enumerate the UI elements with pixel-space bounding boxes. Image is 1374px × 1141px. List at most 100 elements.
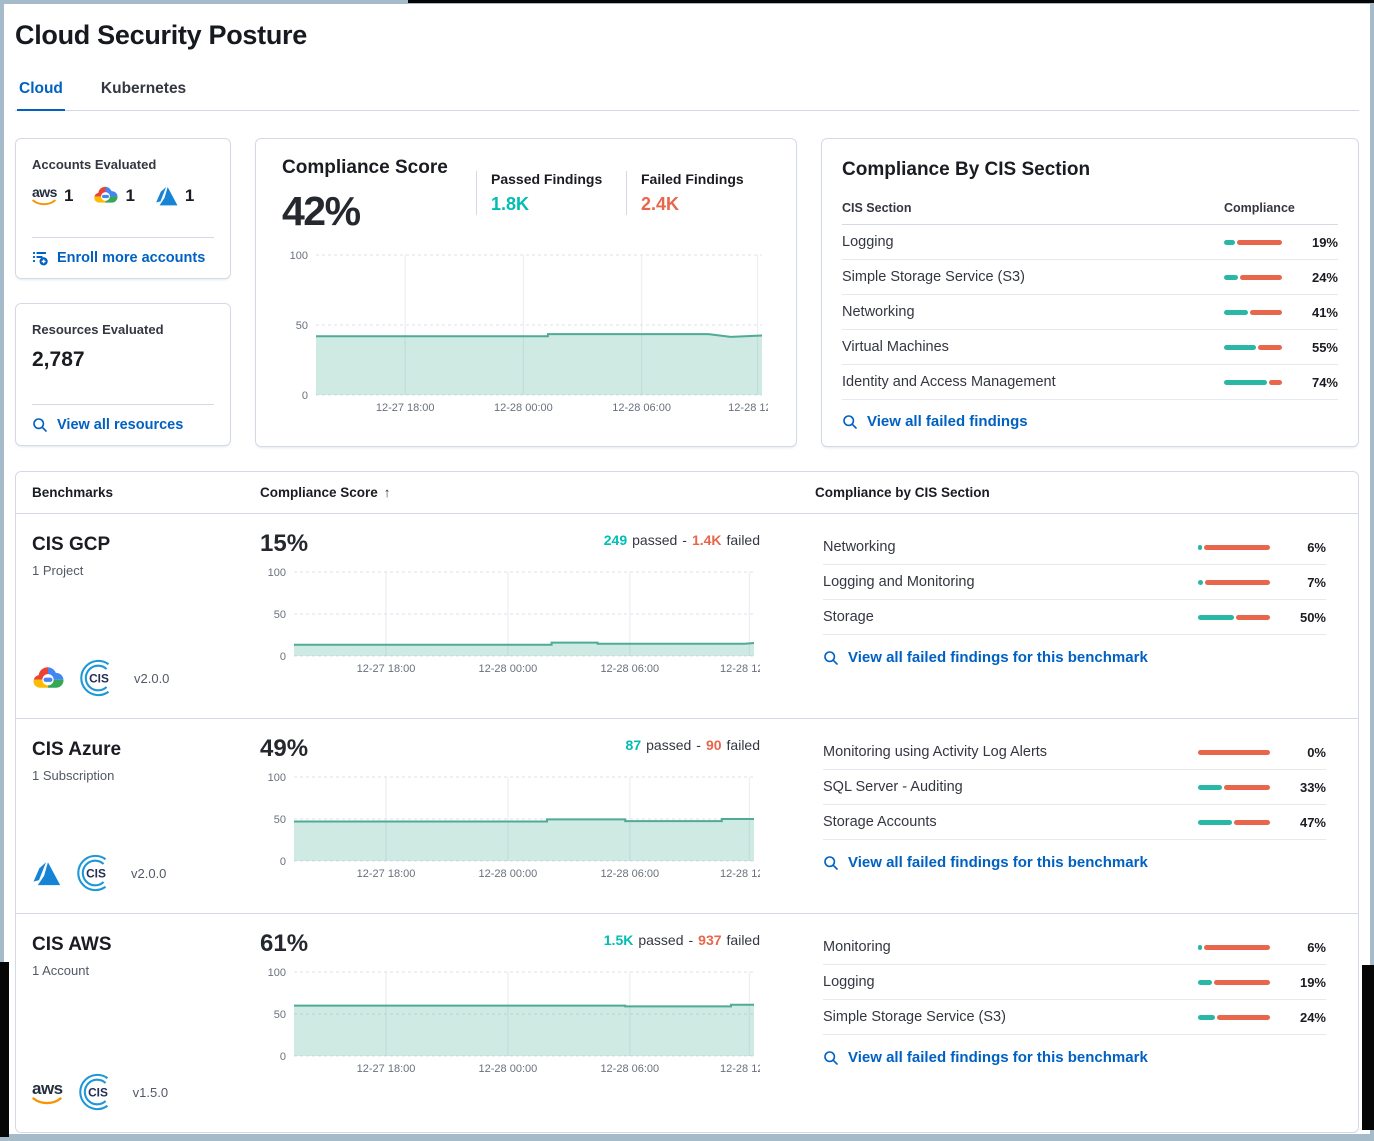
passed-findings: Passed Findings 1.8K <box>476 171 626 215</box>
section-row: Storage Accounts 47% <box>823 805 1326 840</box>
col-compliance-by-cis-section: Compliance by CIS Section <box>815 485 990 500</box>
benchmark-trend-chart: 0 50 100 12-27 18:00 12-28 00:00 12-28 06:00 1… <box>260 771 779 881</box>
resources-count: 2,787 <box>32 348 85 371</box>
accounts-evaluated-card: Accounts Evaluated aws 1 1 1 <box>15 138 231 279</box>
compliance-score-value: 42% <box>282 188 361 234</box>
findings-summary: Passed Findings 1.8K Failed Findings 2.4… <box>476 171 776 215</box>
magnifier-icon <box>824 1050 838 1065</box>
benchmark-row-cis-azure: CIS Azure 1 Subscription CIS v2.0.0 49% … <box>16 719 1358 914</box>
svg-text:CIS: CIS <box>89 671 109 685</box>
view-failed-findings-benchmark-link[interactable]: View all failed findings for this benchm… <box>823 840 1326 871</box>
benchmark-version: v1.5.0 <box>132 1084 169 1100</box>
svg-text:0: 0 <box>280 1051 286 1063</box>
benchmark-trend-chart: 0 50 100 12-27 18:00 12-28 00:00 12-28 06:00 1… <box>260 966 779 1076</box>
cis-table-header: CIS Section Compliance <box>842 181 1338 225</box>
magnifier-icon <box>824 855 838 870</box>
svg-text:50: 50 <box>296 320 308 332</box>
svg-text:0: 0 <box>302 390 308 402</box>
compliance-bar <box>1224 309 1282 315</box>
benchmark-name: CIS GCP <box>32 534 111 555</box>
section-row: Storage 50% <box>823 600 1326 635</box>
azure-icon <box>156 186 178 205</box>
view-all-resources-link[interactable]: View all resources <box>32 405 214 433</box>
benchmark-score: 15% <box>260 530 309 557</box>
gcp-icon <box>33 666 64 688</box>
gcp-icon <box>94 186 119 203</box>
resources-evaluated-card: Resources Evaluated 2,787 View all resou… <box>15 303 231 446</box>
benchmark-version: v2.0.0 <box>134 670 170 686</box>
svg-text:12-28 00:00: 12-28 00:00 <box>479 1063 538 1075</box>
compliance-by-cis-section-card: Compliance By CIS Section CIS Section Co… <box>821 138 1359 447</box>
black-edge-right <box>1362 965 1374 1130</box>
benchmarks-table-header: Benchmarks Compliance Score ↑ Compliance … <box>16 472 1358 514</box>
benchmarks-panel: Benchmarks Compliance Score ↑ Compliance … <box>15 471 1359 1133</box>
benchmark-name: CIS Azure <box>32 739 122 760</box>
svg-text:0: 0 <box>280 856 286 868</box>
gcp-account-count: 1 <box>93 185 135 206</box>
passed-findings-value: 1.8K <box>491 194 530 214</box>
section-row: Monitoring using Activity Log Alerts 0% <box>823 735 1326 770</box>
compliance-bar <box>1198 944 1270 950</box>
tab-bar: Cloud Kubernetes <box>15 71 1359 111</box>
aws-account-count: aws 1 <box>32 184 74 206</box>
accounts-evaluated-title: Accounts Evaluated <box>32 157 157 172</box>
benchmark-score: 49% <box>260 735 309 762</box>
svg-text:12-28 06:00: 12-28 06:00 <box>600 1063 659 1075</box>
compliance-bar <box>1198 749 1270 755</box>
summary-left-column: Accounts Evaluated aws 1 1 1 <box>15 138 231 447</box>
col-compliance-score-sortable[interactable]: Compliance Score ↑ <box>260 485 391 500</box>
compliance-bar <box>1198 784 1270 790</box>
page-title: Cloud Security Posture <box>15 20 307 50</box>
benchmark-score: 61% <box>260 930 309 957</box>
svg-text:12-27 18:00: 12-27 18:00 <box>357 868 416 880</box>
black-edge-left <box>0 962 9 1137</box>
view-failed-findings-benchmark-link[interactable]: View all failed findings for this benchm… <box>823 635 1326 666</box>
section-row: Networking 6% <box>823 530 1326 565</box>
magnifier-icon <box>33 418 47 432</box>
azure-icon <box>33 861 61 885</box>
cis-row-iam: Identity and Access Management 74% <box>842 365 1338 400</box>
compliance-bar <box>1198 579 1270 585</box>
col-compliance: Compliance <box>1224 201 1295 215</box>
benchmark-icons: CIS v2.0.0 <box>32 853 260 893</box>
benchmark-name: CIS AWS <box>32 934 112 955</box>
svg-text:CIS: CIS <box>86 866 106 880</box>
svg-text:CIS: CIS <box>88 1085 108 1099</box>
compliance-bar <box>1198 819 1270 825</box>
cis-section-card-title: Compliance By CIS Section <box>842 159 1091 180</box>
cis-logo-icon: CIS <box>77 854 107 892</box>
compliance-bar <box>1198 979 1270 985</box>
svg-text:12-28 00:00: 12-28 00:00 <box>479 663 538 675</box>
aws-icon: aws <box>32 1080 63 1105</box>
aws-icon: aws <box>32 185 57 206</box>
cis-row-networking: Networking 41% <box>842 295 1338 330</box>
cis-row-virtual-machines: Virtual Machines 55% <box>842 330 1338 365</box>
section-row: SQL Server - Auditing 33% <box>823 770 1326 805</box>
view-all-failed-findings-link[interactable]: View all failed findings <box>842 400 1338 430</box>
cis-logo-icon: CIS <box>78 1073 108 1111</box>
compliance-bar <box>1198 544 1270 550</box>
compliance-bar <box>1198 614 1270 620</box>
svg-text:100: 100 <box>290 250 308 262</box>
svg-text:12-28 00:00: 12-28 00:00 <box>479 868 538 880</box>
benchmark-passed-failed: 249 passed - 1.4K failed <box>603 532 760 548</box>
svg-text:12-27 18:00: 12-27 18:00 <box>357 663 416 675</box>
svg-text:50: 50 <box>274 609 286 621</box>
svg-text:50: 50 <box>274 814 286 826</box>
tab-kubernetes[interactable]: Kubernetes <box>100 80 187 97</box>
col-benchmarks: Benchmarks <box>32 485 114 500</box>
card-divider <box>32 237 214 238</box>
tab-cloud[interactable]: Cloud <box>17 71 65 111</box>
svg-text:100: 100 <box>268 967 286 979</box>
section-row: Logging 19% <box>823 965 1326 1000</box>
magnifier-icon <box>824 650 838 665</box>
section-row: Simple Storage Service (S3) 24% <box>823 1000 1326 1035</box>
azure-account-count: 1 <box>155 186 194 206</box>
cis-row-s3: Simple Storage Service (S3) 24% <box>842 260 1338 295</box>
enroll-more-accounts-link[interactable]: Enroll more accounts <box>32 238 214 266</box>
svg-text:12-28 00:00: 12-28 00:00 <box>494 402 553 414</box>
benchmark-row-cis-gcp: CIS GCP 1 Project CIS v2.0.0 15% 249 pas… <box>16 514 1358 719</box>
svg-text:12-28 12:00: 12-28 12:00 <box>720 663 760 675</box>
provider-counts: aws 1 1 1 <box>32 185 214 206</box>
view-failed-findings-benchmark-link[interactable]: View all failed findings for this benchm… <box>823 1035 1326 1066</box>
